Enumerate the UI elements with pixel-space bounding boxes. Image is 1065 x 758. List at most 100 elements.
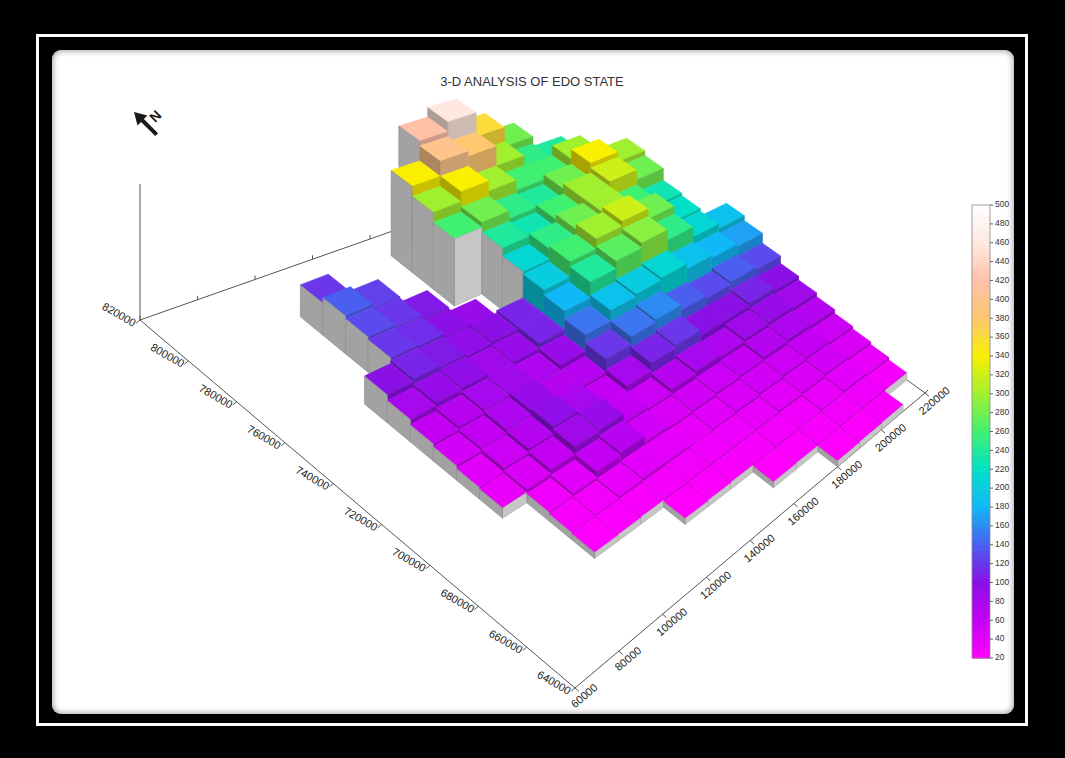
colorbar-tick bbox=[990, 318, 993, 319]
colorbar-tick-label: 440 bbox=[995, 256, 1009, 266]
colorbar-segment bbox=[972, 307, 990, 313]
colorbar-tick bbox=[990, 450, 993, 451]
colorbar-segment bbox=[972, 284, 990, 290]
y-tick-back bbox=[925, 390, 928, 393]
colorbar-tick-label: 140 bbox=[995, 539, 1009, 549]
surface-wall bbox=[818, 446, 838, 467]
x-tick bbox=[794, 504, 798, 507]
colorbar-segment bbox=[972, 630, 990, 636]
colorbar-segment bbox=[972, 296, 990, 302]
colorbar-segment bbox=[972, 432, 990, 438]
surface-wall bbox=[773, 464, 795, 488]
colorbar-segment bbox=[972, 618, 990, 624]
x-tick-label: 120000 bbox=[698, 569, 734, 602]
y-tick-label: 640000 bbox=[535, 668, 573, 697]
colorbar-segment bbox=[972, 465, 990, 471]
x-tick-back bbox=[140, 316, 141, 320]
surface-wall bbox=[433, 223, 454, 306]
colorbar-segment bbox=[972, 579, 990, 585]
y-axis bbox=[140, 320, 575, 688]
colorbar-segment bbox=[972, 562, 990, 568]
surface-wall bbox=[457, 469, 480, 500]
colorbar-tick bbox=[990, 205, 993, 206]
colorbar-tick bbox=[990, 242, 993, 243]
colorbar-tick-label: 420 bbox=[995, 275, 1009, 285]
y-tick-label: 720000 bbox=[342, 504, 380, 533]
colorbar-segment bbox=[972, 262, 990, 268]
colorbar-segment bbox=[972, 318, 990, 324]
colorbar-segment bbox=[972, 335, 990, 341]
colorbar-segment bbox=[972, 607, 990, 613]
colorbar-segment bbox=[972, 550, 990, 556]
y-tick-label: 800000 bbox=[149, 341, 187, 370]
colorbar-segment bbox=[972, 403, 990, 409]
colorbar-tick bbox=[990, 223, 993, 224]
colorbar-tick-label: 240 bbox=[995, 445, 1009, 455]
colorbar-tick-label: 380 bbox=[995, 313, 1009, 323]
surface-wall bbox=[730, 465, 753, 489]
colorbar-tick-label: 260 bbox=[995, 426, 1009, 436]
surface-wall bbox=[708, 483, 731, 507]
colorbar-segment bbox=[972, 415, 990, 421]
colorbar-segment bbox=[972, 341, 990, 347]
colorbar-tick bbox=[990, 356, 993, 357]
colorbar-segment bbox=[972, 347, 990, 353]
colorbar-segment bbox=[972, 596, 990, 602]
colorbar-tick-label: 100 bbox=[995, 577, 1009, 587]
colorbar-segment bbox=[972, 409, 990, 415]
colorbar-segment bbox=[972, 635, 990, 641]
colorbar-segment bbox=[972, 567, 990, 573]
chart: 3-D ANALYSIS OF EDO STATEN60000800001000… bbox=[0, 0, 1065, 758]
colorbar-tick-label: 40 bbox=[995, 633, 1005, 643]
surface-wall bbox=[572, 534, 595, 559]
colorbar-segment bbox=[972, 641, 990, 647]
surface-wall bbox=[454, 228, 481, 306]
colorbar-frame bbox=[972, 205, 990, 658]
colorbar-tick-label: 280 bbox=[995, 407, 1009, 417]
surface-wall bbox=[480, 489, 503, 518]
colorbar-segment bbox=[972, 573, 990, 579]
colorbar-tick bbox=[990, 374, 993, 375]
colorbar-segment bbox=[972, 584, 990, 590]
x-tick bbox=[838, 467, 842, 470]
colorbar-segment bbox=[972, 539, 990, 545]
colorbar-segment bbox=[972, 313, 990, 319]
x-tick-back bbox=[312, 255, 313, 259]
surface-wall bbox=[527, 494, 550, 521]
x-tick-back bbox=[255, 276, 256, 280]
colorbar-tick-label: 200 bbox=[995, 482, 1009, 492]
colorbar-segment bbox=[972, 324, 990, 330]
colorbar-segment bbox=[972, 211, 990, 217]
colorbar-segment bbox=[972, 590, 990, 596]
x-tick-label: 220000 bbox=[916, 384, 952, 417]
y-tick-label: 660000 bbox=[487, 627, 525, 656]
colorbar-tick-label: 360 bbox=[995, 331, 1009, 341]
colorbar-tick bbox=[990, 544, 993, 545]
colorbar-segment bbox=[972, 358, 990, 364]
colorbar-segment bbox=[972, 499, 990, 505]
colorbar-tick-label: 460 bbox=[995, 237, 1009, 247]
colorbar-segment bbox=[972, 364, 990, 370]
colorbar-segment bbox=[972, 420, 990, 426]
colorbar-segment bbox=[972, 392, 990, 398]
colorbar-tick bbox=[990, 601, 993, 602]
colorbar-segment bbox=[972, 279, 990, 285]
surface-wall bbox=[641, 500, 664, 524]
surface-wall bbox=[346, 319, 369, 373]
z-axis bbox=[140, 184, 141, 320]
colorbar-tick-label: 60 bbox=[995, 615, 1005, 625]
colorbar-tick-label: 480 bbox=[995, 218, 1009, 228]
y-tick-label: 700000 bbox=[390, 545, 428, 574]
colorbar-segment bbox=[972, 471, 990, 477]
colorbar-segment bbox=[972, 233, 990, 239]
surface-cell bbox=[572, 517, 618, 552]
y-tick-label: 680000 bbox=[439, 586, 477, 615]
colorbar-segment bbox=[972, 477, 990, 483]
surface-wall bbox=[410, 425, 433, 461]
surface-wall bbox=[685, 501, 708, 524]
surface-wall bbox=[618, 518, 641, 542]
colorbar-segment bbox=[972, 375, 990, 381]
colorbar-segment bbox=[972, 369, 990, 375]
colorbar-segment bbox=[972, 273, 990, 279]
colorbar-tick bbox=[990, 620, 993, 621]
